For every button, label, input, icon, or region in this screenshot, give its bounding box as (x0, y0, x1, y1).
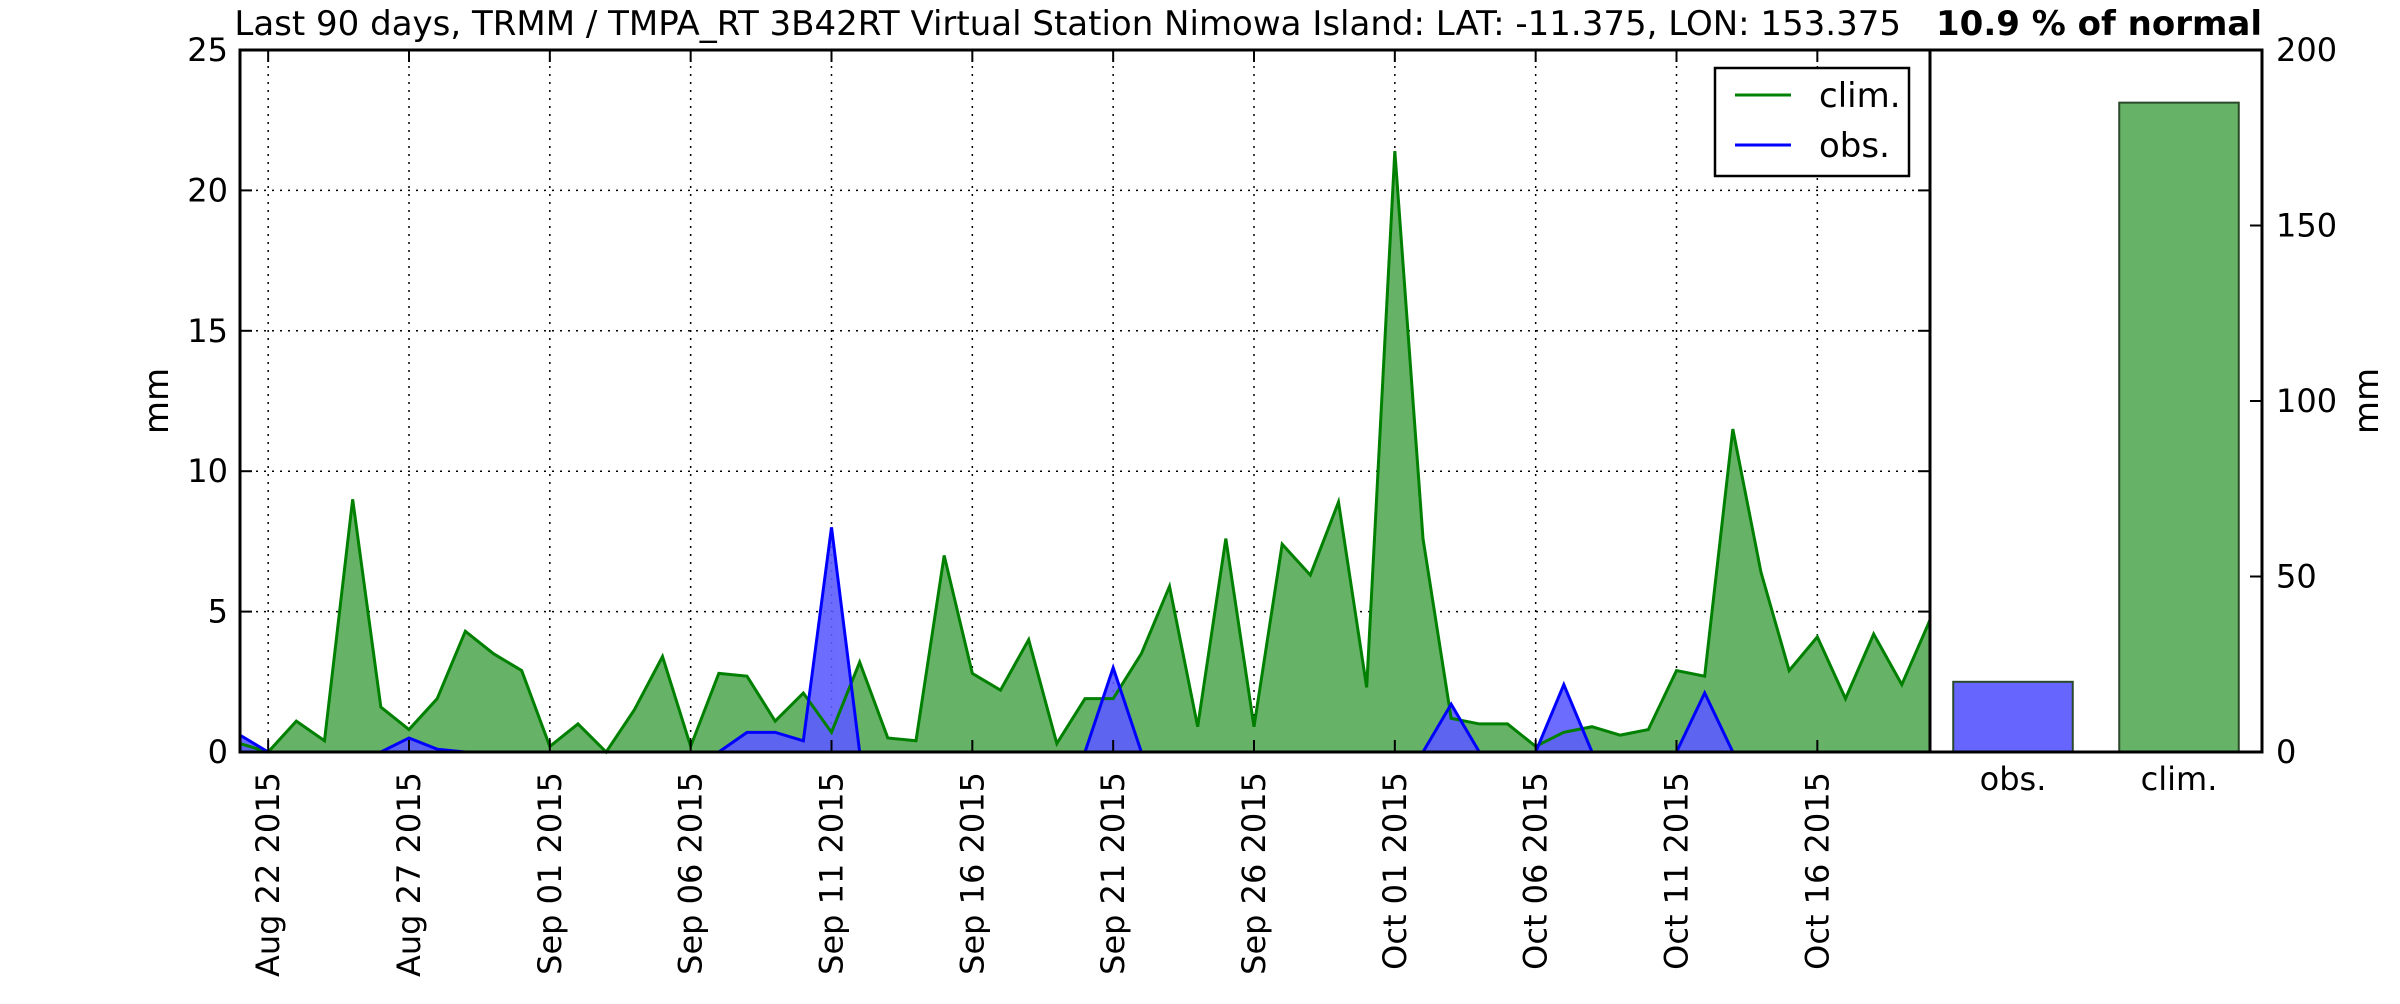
main-x-tick-label: Sep 11 2015 (813, 772, 851, 975)
series-area-clim (240, 151, 1930, 753)
bar-y-ticks: 0 50 100 150 200 (2250, 31, 2337, 771)
bar-obs (1952, 680, 2074, 753)
main-x-ticks: Aug 22 2015 Aug 27 2015 Sep 01 2015 Sep 06 … (249, 50, 1836, 977)
main-y-axis-label: mm (137, 368, 177, 434)
main-y-tick-label: 10 (187, 452, 228, 490)
main-y-ticks: 0 5 10 15 20 25 (187, 31, 1930, 771)
bar-y-tick-label: 200 (2276, 31, 2337, 69)
percent-of-normal-title: 10.9 % of normal (1936, 4, 2262, 44)
bar-y-tick-label: 0 (2276, 733, 2296, 771)
main-x-tick-label: Oct 11 2015 (1658, 772, 1696, 970)
main-x-tick-label: Sep 21 2015 (1094, 772, 1132, 975)
bar-y-tick-label: 100 (2276, 382, 2337, 420)
legend-box (1713, 66, 1911, 178)
bar-category-label: clim. (2141, 760, 2218, 798)
main-series-areas (240, 151, 1930, 753)
main-x-tick-label: Sep 01 2015 (531, 772, 569, 975)
main-x-tick-label: Sep 16 2015 (953, 772, 991, 975)
main-y-tick-label: 20 (187, 171, 228, 209)
main-gridlines (240, 49, 1930, 753)
chart-title: Last 90 days, TRMM / TMPA_RT 3B42RT Virt… (234, 4, 1901, 44)
main-y-tick-label: 15 (187, 312, 228, 350)
bar-x-ticks: obs. clim. (1980, 760, 2218, 798)
main-y-tick-label: 25 (187, 31, 228, 69)
bar-clim (2118, 101, 2240, 753)
total-rainfall-bar-plot: 0 50 100 150 200 obs. clim. mm (1928, 31, 2387, 798)
legend: clim. obs. (1713, 66, 1911, 178)
main-x-tick-label: Oct 06 2015 (1517, 772, 1555, 970)
main-x-tick-label: Sep 26 2015 (1235, 772, 1273, 975)
bar-y-axis-label: mm (2347, 368, 2387, 434)
main-x-tick-label: Oct 01 2015 (1376, 772, 1414, 970)
main-x-tick-label: Aug 22 2015 (249, 772, 287, 977)
main-x-tick-label: Aug 27 2015 (390, 772, 428, 977)
total-bars (1952, 101, 2240, 753)
bar-category-label: obs. (1980, 760, 2047, 798)
main-y-tick-label: 0 (208, 733, 228, 771)
main-x-tick-label: Oct 16 2015 (1798, 772, 1836, 970)
series-line-clim (239, 150, 1932, 755)
bar-y-tick-label: 50 (2276, 558, 2317, 596)
legend-label-clim: clim. (1819, 76, 1901, 116)
daily-rainfall-plot: 0 5 10 15 20 25 Aug 22 2015 Aug 27 2015 Sep 01 … (137, 31, 1932, 977)
bar-y-tick-label: 150 (2276, 207, 2337, 245)
main-x-tick-label: Sep 06 2015 (672, 772, 710, 975)
legend-label-obs: obs. (1819, 126, 1890, 166)
main-y-tick-label: 5 (208, 593, 228, 631)
